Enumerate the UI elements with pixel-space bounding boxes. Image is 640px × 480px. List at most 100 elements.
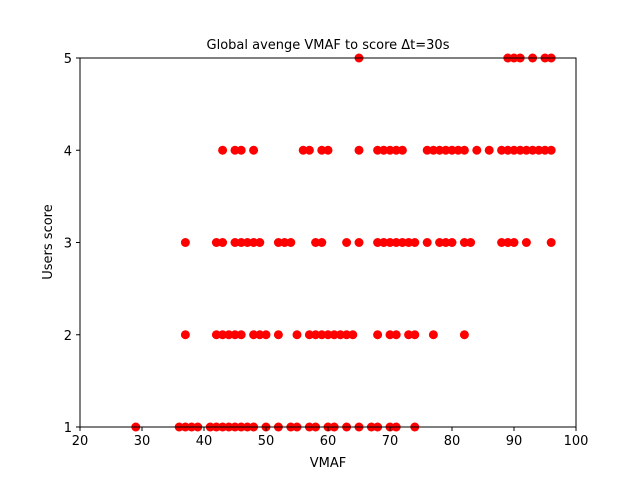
data-point bbox=[354, 145, 364, 155]
data-point bbox=[249, 145, 259, 155]
data-point bbox=[497, 145, 507, 155]
x-axis-ticks: 20 30 40 50 60 70 80 90 100 bbox=[72, 427, 589, 449]
data-point bbox=[404, 330, 414, 340]
data-point bbox=[224, 330, 234, 340]
data-point bbox=[428, 145, 438, 155]
data-point bbox=[546, 145, 556, 155]
y-tick-label: 1 bbox=[64, 421, 72, 436]
data-point bbox=[317, 145, 327, 155]
data-point bbox=[298, 145, 308, 155]
data-point bbox=[286, 238, 296, 247]
data-point bbox=[218, 145, 228, 155]
data-point bbox=[379, 145, 389, 155]
data-point bbox=[503, 145, 513, 155]
data-point bbox=[354, 238, 364, 247]
data-points bbox=[131, 53, 556, 432]
y-axis-ticks: 1 2 3 4 5 bbox=[64, 52, 80, 436]
data-point bbox=[242, 238, 252, 247]
data-point bbox=[503, 238, 513, 247]
y-tick-label: 4 bbox=[64, 144, 72, 159]
data-point bbox=[385, 238, 395, 247]
data-point bbox=[342, 238, 352, 247]
data-point bbox=[255, 330, 265, 340]
data-point bbox=[230, 330, 240, 340]
data-point bbox=[422, 145, 432, 155]
x-tick-label: 40 bbox=[196, 434, 213, 449]
data-point bbox=[317, 238, 327, 247]
data-point bbox=[249, 238, 259, 247]
data-point bbox=[441, 145, 451, 155]
data-point bbox=[515, 145, 525, 155]
data-point bbox=[292, 330, 302, 340]
data-point bbox=[422, 238, 432, 247]
data-point bbox=[180, 238, 190, 247]
data-point bbox=[218, 238, 228, 247]
y-tick-label: 2 bbox=[64, 329, 72, 344]
data-point bbox=[397, 238, 407, 247]
y-axis-label: Users score bbox=[41, 204, 56, 279]
x-tick-label: 100 bbox=[564, 434, 589, 449]
data-point bbox=[280, 238, 290, 247]
data-point bbox=[385, 145, 395, 155]
y-tick-label: 5 bbox=[64, 52, 72, 67]
data-point bbox=[497, 238, 507, 247]
data-point bbox=[373, 238, 383, 247]
data-point bbox=[211, 330, 221, 340]
x-tick-label: 50 bbox=[258, 434, 275, 449]
data-point bbox=[410, 238, 420, 247]
data-point bbox=[391, 238, 401, 247]
x-tick-label: 20 bbox=[72, 434, 89, 449]
data-point bbox=[261, 330, 271, 340]
data-point bbox=[335, 330, 345, 340]
data-point bbox=[273, 238, 283, 247]
data-point bbox=[441, 238, 451, 247]
data-point bbox=[348, 330, 358, 340]
data-point bbox=[329, 330, 339, 340]
data-point bbox=[317, 330, 327, 340]
data-point bbox=[459, 330, 469, 340]
data-point bbox=[528, 145, 538, 155]
data-point bbox=[379, 238, 389, 247]
data-point bbox=[472, 145, 482, 155]
data-point bbox=[323, 145, 333, 155]
x-tick-label: 90 bbox=[506, 434, 523, 449]
data-point bbox=[323, 330, 333, 340]
chart-title: Global avenge VMAF to score Δt=30s bbox=[207, 38, 450, 53]
data-point bbox=[304, 330, 314, 340]
data-point bbox=[249, 330, 259, 340]
data-point bbox=[435, 145, 445, 155]
data-point bbox=[509, 238, 519, 247]
x-tick-label: 70 bbox=[382, 434, 399, 449]
data-point bbox=[459, 145, 469, 155]
data-point bbox=[311, 238, 321, 247]
data-point bbox=[428, 330, 438, 340]
data-point bbox=[342, 330, 352, 340]
data-point bbox=[435, 238, 445, 247]
data-point bbox=[447, 238, 457, 247]
data-point bbox=[404, 238, 414, 247]
data-point bbox=[304, 145, 314, 155]
data-point bbox=[373, 145, 383, 155]
data-point bbox=[521, 238, 531, 247]
data-point bbox=[236, 145, 246, 155]
x-tick-label: 30 bbox=[134, 434, 151, 449]
data-point bbox=[218, 330, 228, 340]
data-point bbox=[211, 238, 221, 247]
data-point bbox=[230, 145, 240, 155]
data-point bbox=[373, 330, 383, 340]
x-axis-label: VMAF bbox=[310, 456, 346, 471]
data-point bbox=[453, 145, 463, 155]
data-point bbox=[484, 145, 494, 155]
data-point bbox=[391, 330, 401, 340]
data-point bbox=[521, 145, 531, 155]
data-point bbox=[180, 330, 190, 340]
data-point bbox=[236, 330, 246, 340]
data-point bbox=[311, 330, 321, 340]
x-tick-label: 60 bbox=[320, 434, 337, 449]
data-point bbox=[546, 238, 556, 247]
data-point bbox=[540, 145, 550, 155]
data-point bbox=[391, 145, 401, 155]
data-point bbox=[385, 330, 395, 340]
data-point bbox=[397, 145, 407, 155]
